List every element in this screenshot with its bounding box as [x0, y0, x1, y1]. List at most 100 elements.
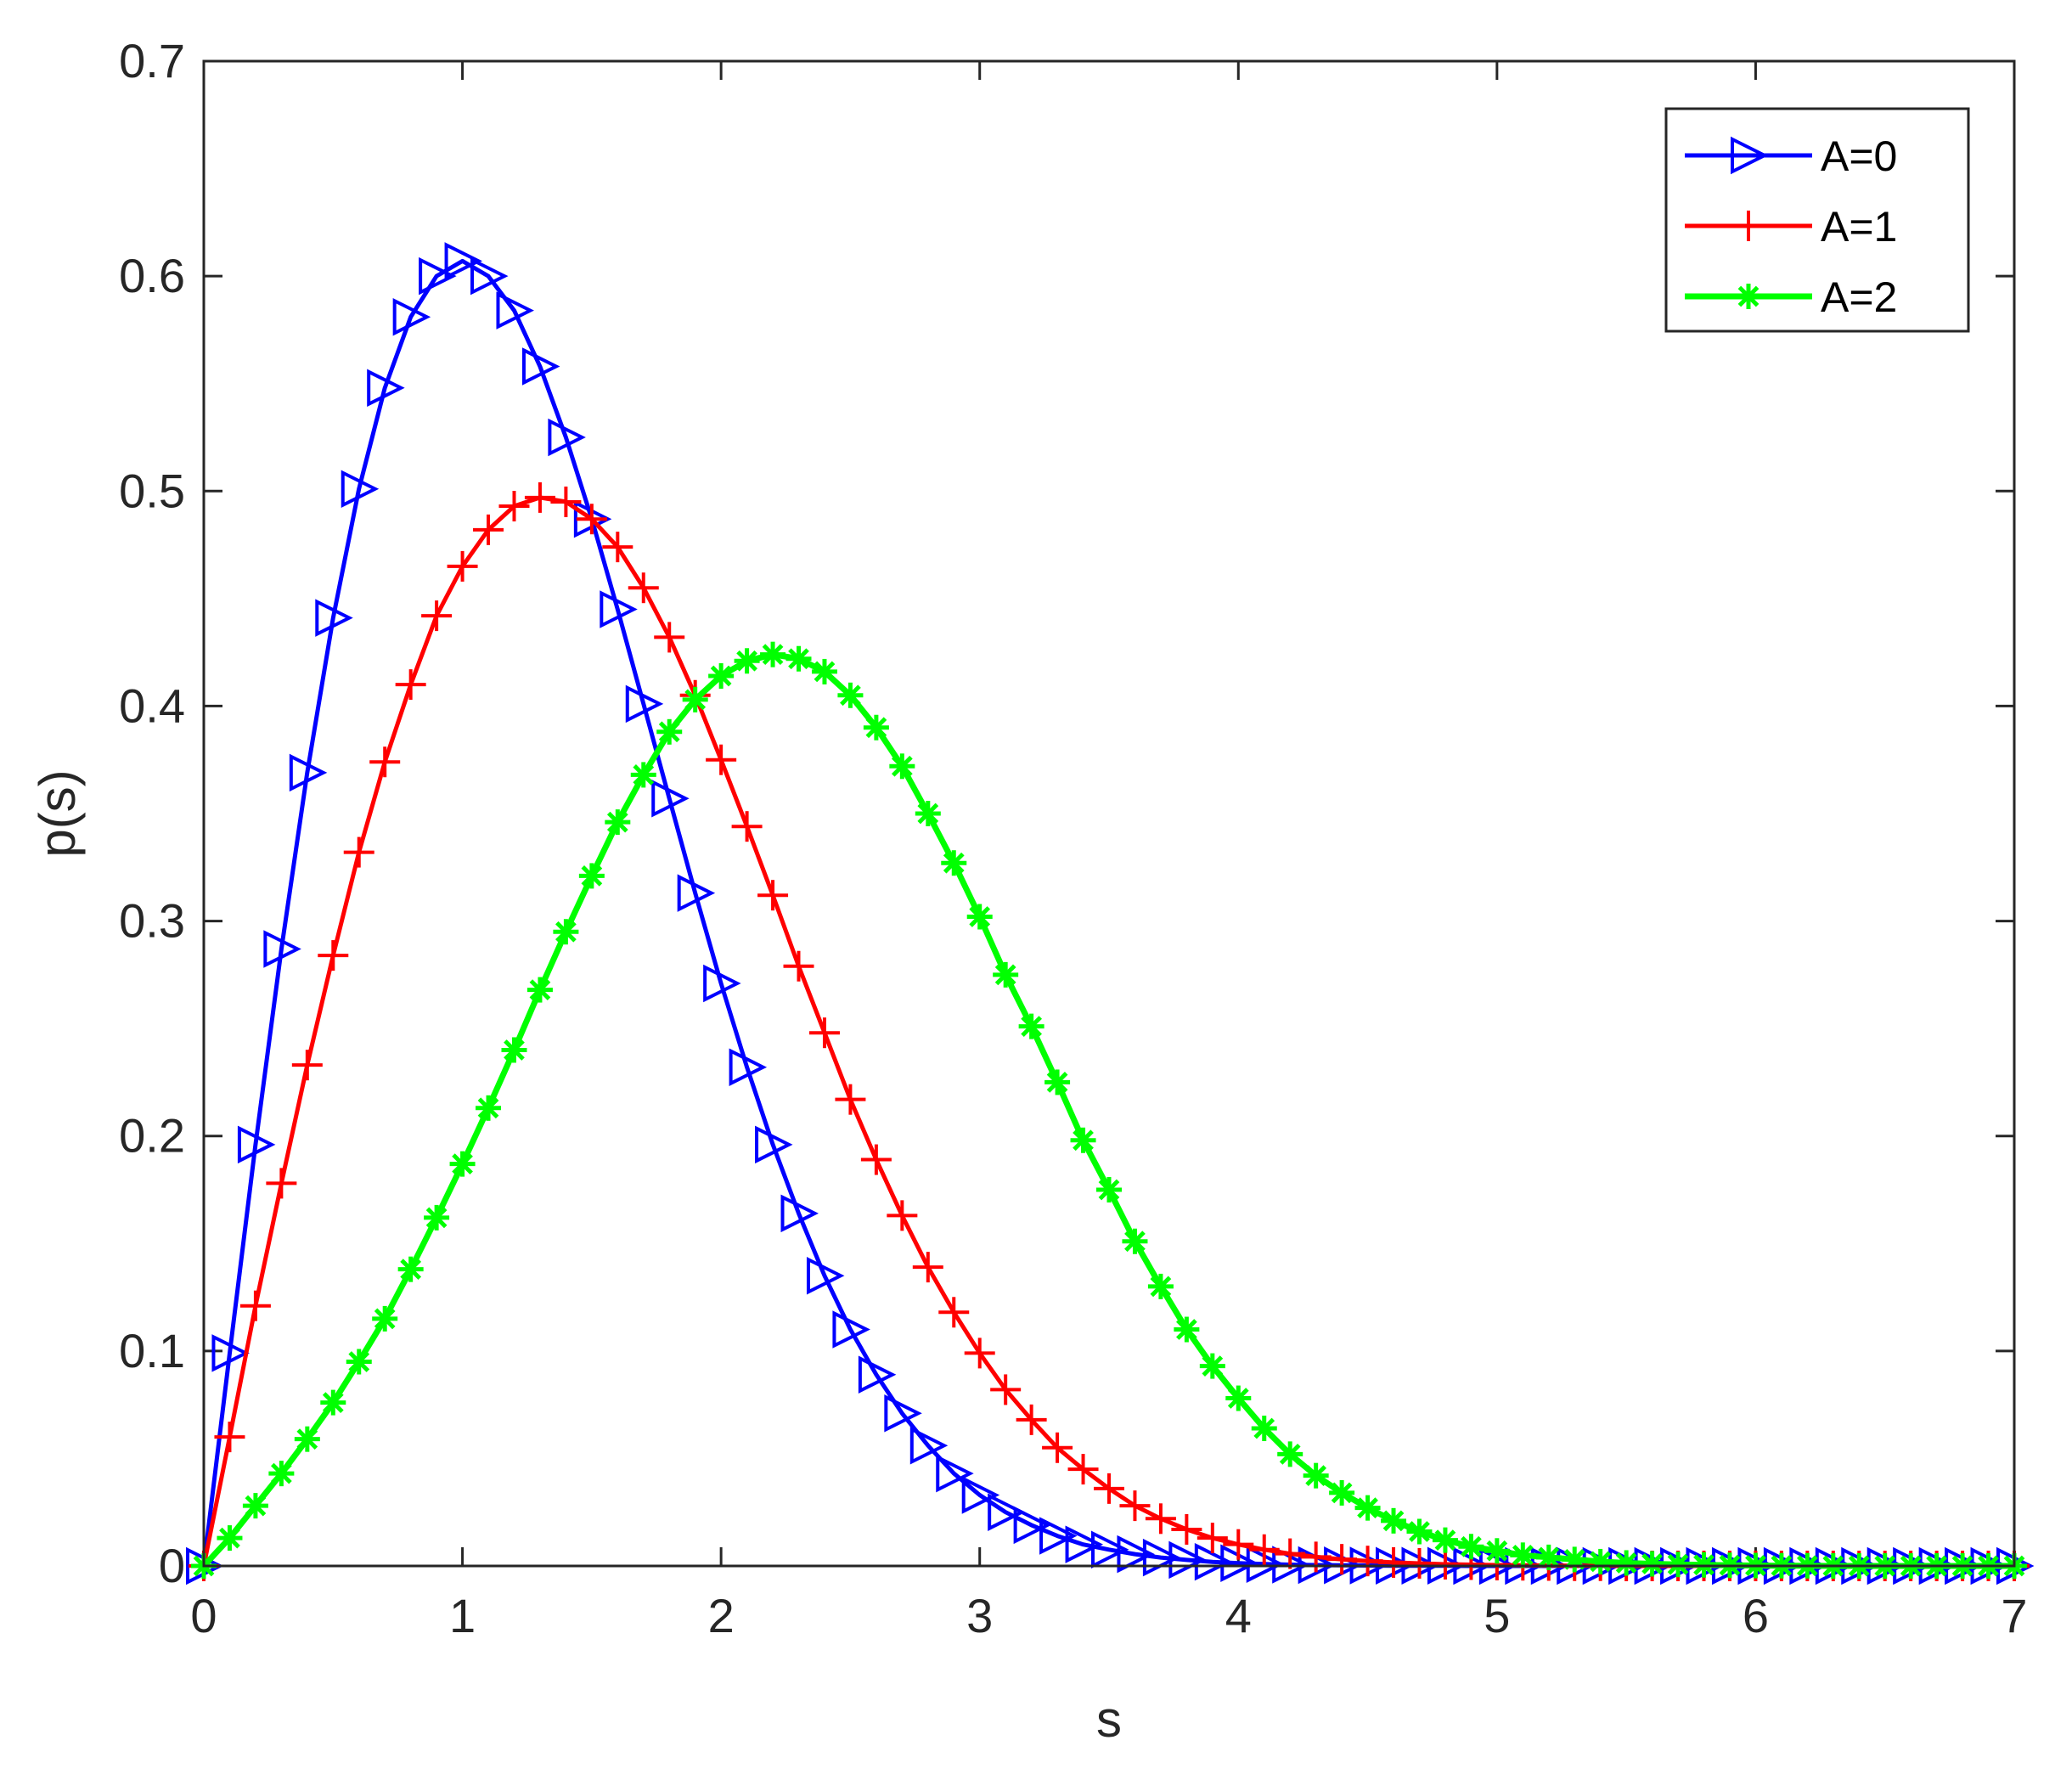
data-point	[837, 682, 864, 708]
data-point	[755, 1125, 793, 1164]
legend-label: A=2	[1821, 273, 1897, 321]
data-point	[731, 811, 763, 842]
data-point	[392, 298, 431, 336]
data-point	[990, 1374, 1022, 1405]
y-axis-label: p(s)	[29, 769, 86, 857]
data-point	[1352, 1546, 1383, 1577]
data-point	[1510, 1542, 1536, 1568]
data-point	[884, 1394, 922, 1433]
data-point	[1429, 1548, 1461, 1580]
data-point	[912, 1252, 943, 1283]
data-point	[1251, 1415, 1277, 1441]
legend-marker	[1733, 211, 1764, 241]
legend-label: A=0	[1821, 132, 1897, 180]
data-point	[757, 880, 789, 911]
data-point	[860, 1144, 892, 1175]
data-point	[677, 874, 716, 912]
y-tick-label: 0.3	[119, 894, 185, 948]
data-point	[1378, 1546, 1410, 1578]
data-point	[578, 863, 605, 889]
data-point	[521, 347, 560, 386]
data-point	[909, 1427, 949, 1465]
data-point	[346, 1349, 372, 1375]
data-point	[1147, 1273, 1174, 1299]
data-point	[372, 1305, 398, 1332]
data-point	[1225, 1385, 1252, 1411]
data-point	[1326, 1544, 1358, 1575]
x-tick-label: 2	[708, 1589, 735, 1642]
legend-item: A=1	[1685, 203, 1897, 251]
x-tick-label: 7	[2001, 1589, 2027, 1642]
data-point	[496, 291, 534, 329]
data-point	[1194, 1542, 1233, 1581]
data-point	[1639, 1551, 1665, 1577]
data-point	[1067, 1454, 1099, 1485]
data-point	[367, 369, 405, 408]
data-point	[1196, 1523, 1228, 1554]
data-point	[1070, 1127, 1096, 1153]
data-point	[1094, 1473, 1124, 1504]
y-tick-label: 0.2	[119, 1109, 185, 1163]
x-tick-label: 1	[449, 1589, 476, 1642]
data-point	[1248, 1534, 1280, 1565]
data-point	[961, 1476, 1000, 1514]
data-point	[501, 1037, 527, 1063]
data-point	[889, 753, 915, 780]
data-point	[988, 1493, 1026, 1531]
data-point	[783, 950, 814, 982]
data-point	[780, 1194, 819, 1233]
data-point	[808, 1017, 840, 1049]
x-tick-label: 0	[190, 1589, 217, 1642]
data-point	[1018, 1013, 1044, 1039]
data-point	[1044, 1069, 1071, 1095]
data-point	[369, 746, 401, 778]
data-point	[1354, 1495, 1381, 1521]
legend-marker	[1736, 284, 1761, 309]
data-point	[1432, 1527, 1458, 1553]
data-point	[729, 1048, 768, 1086]
data-point	[1145, 1503, 1176, 1535]
data-point	[1065, 1525, 1104, 1563]
data-point	[863, 714, 889, 741]
data-point	[734, 648, 760, 674]
data-point	[682, 686, 708, 712]
data-point	[397, 1256, 424, 1282]
data-point	[1016, 1404, 1047, 1435]
data-point	[470, 256, 509, 296]
data-point	[1223, 1529, 1254, 1560]
data-point	[289, 753, 328, 792]
data-point	[341, 470, 380, 508]
data-point	[630, 762, 656, 788]
data-point	[703, 964, 741, 1003]
data-point	[1381, 1507, 1407, 1534]
data-point	[526, 977, 553, 1003]
x-tick-label: 3	[966, 1589, 993, 1642]
data-point	[806, 1257, 845, 1295]
y-tick-label: 0.1	[119, 1324, 185, 1377]
data-point	[1171, 1513, 1202, 1545]
data-point	[1587, 1548, 1613, 1574]
data-point	[625, 684, 664, 724]
data-point	[605, 809, 631, 836]
data-point	[602, 532, 633, 563]
data-point	[785, 645, 812, 672]
data-point	[835, 1084, 866, 1115]
data-point	[1117, 1535, 1155, 1574]
data-point	[832, 1310, 870, 1349]
data-point	[1303, 1462, 1329, 1489]
data-point	[628, 572, 659, 604]
data-point	[1484, 1538, 1510, 1564]
legend-marker	[1731, 136, 1769, 175]
data-point	[239, 1290, 271, 1321]
data-point	[1275, 1538, 1306, 1569]
data-point	[343, 836, 374, 868]
data-point	[1168, 1540, 1207, 1580]
data-point	[449, 1151, 476, 1177]
data-point	[294, 1426, 320, 1452]
data-point	[444, 242, 483, 280]
data-point	[941, 850, 967, 876]
data-point	[706, 744, 737, 775]
data-point	[915, 801, 941, 826]
data-point	[291, 1050, 323, 1081]
